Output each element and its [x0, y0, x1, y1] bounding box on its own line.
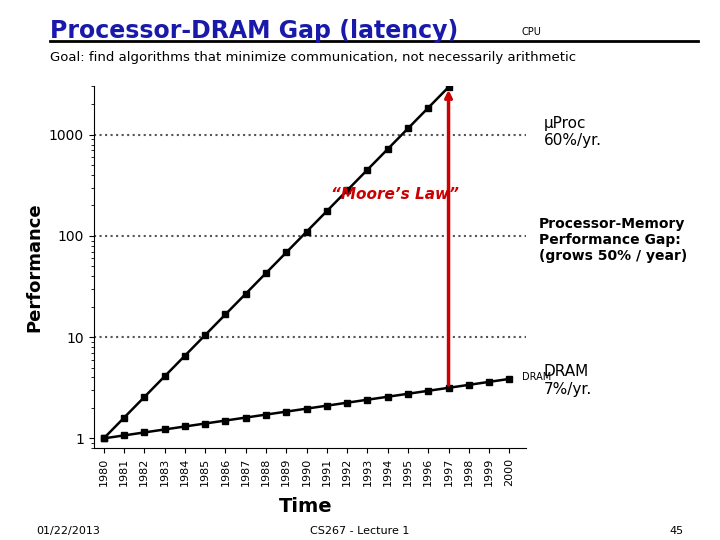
Text: CS267 - Lecture 1: CS267 - Lecture 1: [310, 525, 410, 536]
Text: μProc
60%/yr.: μProc 60%/yr.: [544, 116, 602, 148]
Y-axis label: Performance: Performance: [25, 202, 43, 332]
Text: Processor-Memory
Performance Gap:
(grows 50% / year): Processor-Memory Performance Gap: (grows…: [539, 217, 687, 264]
Text: 01/22/2013: 01/22/2013: [36, 525, 100, 536]
Text: Processor-DRAM Gap (latency): Processor-DRAM Gap (latency): [50, 19, 459, 43]
Text: CPU: CPU: [521, 28, 541, 37]
Text: DRAM: DRAM: [521, 372, 551, 382]
Text: Time: Time: [279, 497, 333, 516]
Text: 45: 45: [670, 525, 684, 536]
Text: DRAM
7%/yr.: DRAM 7%/yr.: [544, 364, 592, 397]
Text: Goal: find algorithms that minimize communication, not necessarily arithmetic: Goal: find algorithms that minimize comm…: [50, 51, 577, 64]
Text: “Moore’s Law”: “Moore’s Law”: [331, 187, 459, 202]
